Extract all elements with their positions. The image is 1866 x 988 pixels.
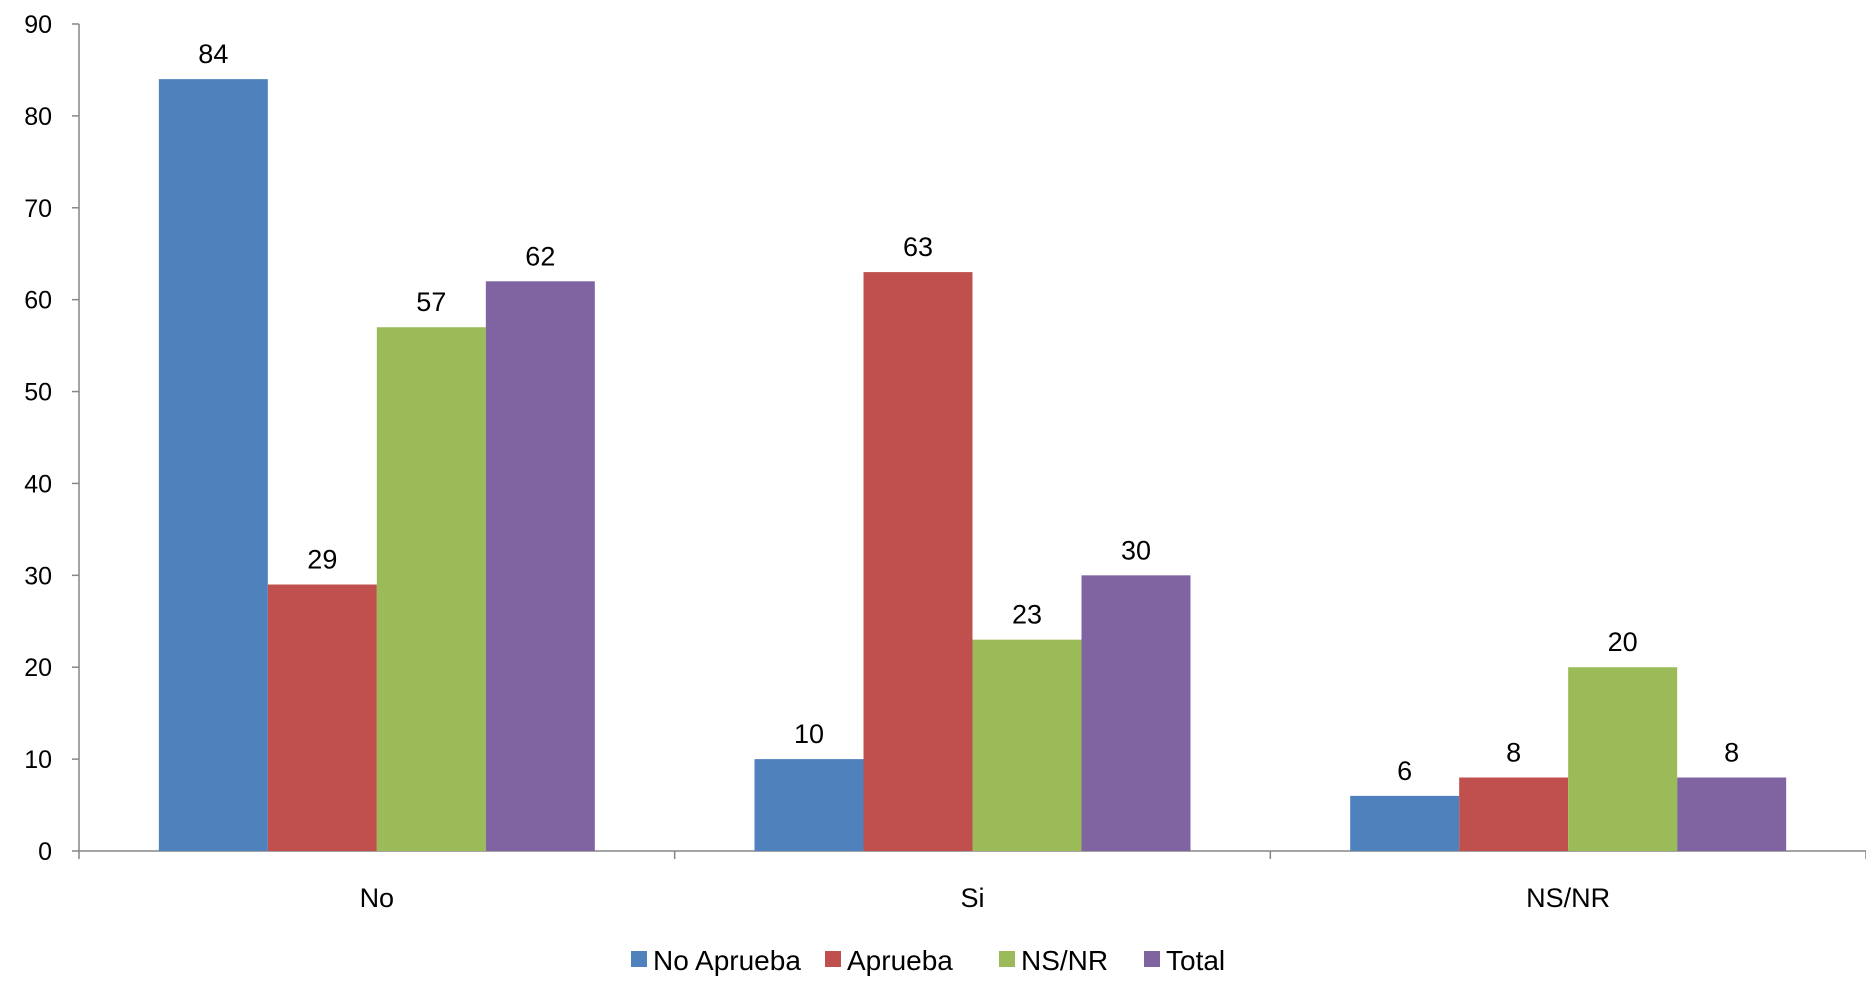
legend-item: Aprueba xyxy=(825,945,953,976)
bars xyxy=(158,79,1787,852)
legend-swatch xyxy=(631,951,647,967)
bar xyxy=(1081,575,1191,851)
data-label: 84 xyxy=(198,39,228,69)
bar xyxy=(267,584,377,851)
data-label: 20 xyxy=(1608,627,1638,657)
legend-swatch xyxy=(1144,951,1160,967)
y-tick-label: 10 xyxy=(24,746,52,774)
y-tick-label: 80 xyxy=(24,103,52,131)
bar xyxy=(1350,795,1460,851)
legend-label: NS/NR xyxy=(1021,945,1108,976)
y-tick-label: 90 xyxy=(24,11,52,39)
bar xyxy=(1677,777,1787,851)
data-label: 6 xyxy=(1397,756,1412,786)
legend-item: NS/NR xyxy=(999,945,1108,976)
data-label: 23 xyxy=(1012,600,1042,630)
bar xyxy=(485,281,595,851)
bar xyxy=(376,327,486,851)
legend-label: Total xyxy=(1166,945,1225,976)
y-tick-label: 0 xyxy=(38,838,52,866)
bar xyxy=(863,272,973,852)
legend-item: No Aprueba xyxy=(631,945,801,976)
x-category-label: Si xyxy=(960,883,984,913)
legend-label: Aprueba xyxy=(847,945,953,976)
y-tick-label: 40 xyxy=(24,470,52,498)
data-labels: 84 29 57 62 10 63 23 30 6 8 20 8 xyxy=(198,39,1739,786)
data-label: 62 xyxy=(525,241,555,271)
y-tick-label: 30 xyxy=(24,562,52,590)
legend: No Aprueba Aprueba NS/NR Total xyxy=(631,945,1225,976)
y-axis: 0 10 20 30 40 50 60 70 80 90 xyxy=(24,11,80,866)
data-label: 30 xyxy=(1121,535,1151,565)
data-label: 29 xyxy=(307,545,337,575)
data-label: 63 xyxy=(903,232,933,262)
data-label: 57 xyxy=(416,287,446,317)
x-axis: No Si NS/NR xyxy=(78,850,1866,913)
bar xyxy=(158,79,268,852)
legend-swatch xyxy=(999,951,1015,967)
y-tick-label: 20 xyxy=(24,654,52,682)
bar xyxy=(1568,667,1678,851)
legend-label: No Aprueba xyxy=(653,945,801,976)
legend-swatch xyxy=(825,951,841,967)
legend-item: Total xyxy=(1144,945,1225,976)
data-label: 10 xyxy=(794,719,824,749)
bar xyxy=(972,639,1082,851)
bar xyxy=(754,759,864,851)
x-category-label: NS/NR xyxy=(1526,883,1610,913)
y-tick-label: 70 xyxy=(24,195,52,223)
y-tick-label: 50 xyxy=(24,379,52,407)
x-category-label: No xyxy=(360,883,395,913)
data-label: 8 xyxy=(1506,737,1521,767)
bar xyxy=(1459,777,1569,851)
data-label: 8 xyxy=(1724,737,1739,767)
y-tick-label: 60 xyxy=(24,287,52,315)
